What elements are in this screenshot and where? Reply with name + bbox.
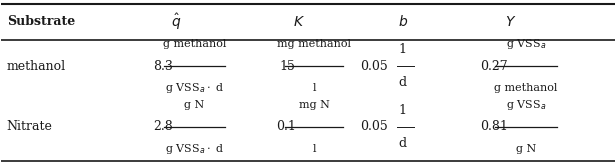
Text: 0.05: 0.05 bbox=[360, 60, 388, 73]
Text: g methanol: g methanol bbox=[163, 39, 226, 49]
Text: $\hat{q}$: $\hat{q}$ bbox=[171, 12, 181, 32]
Text: 15: 15 bbox=[280, 60, 296, 73]
Text: g N: g N bbox=[516, 144, 537, 154]
Text: 8.3: 8.3 bbox=[153, 60, 172, 73]
Text: 0.05: 0.05 bbox=[360, 120, 388, 133]
Text: 0.81: 0.81 bbox=[480, 120, 508, 133]
Text: 1: 1 bbox=[399, 43, 407, 56]
Text: methanol: methanol bbox=[7, 60, 66, 73]
Text: g VSS$_{a}\cdot$ d: g VSS$_{a}\cdot$ d bbox=[164, 81, 224, 95]
Text: 0.27: 0.27 bbox=[480, 60, 508, 73]
Text: l: l bbox=[312, 144, 316, 154]
Text: mg N: mg N bbox=[299, 100, 330, 110]
Text: d: d bbox=[399, 137, 407, 150]
Text: g N: g N bbox=[184, 100, 205, 110]
Text: g VSS$_{a}$: g VSS$_{a}$ bbox=[506, 98, 546, 112]
Text: 2.8: 2.8 bbox=[153, 120, 172, 133]
Text: mg methanol: mg methanol bbox=[277, 39, 351, 49]
Text: l: l bbox=[312, 83, 316, 93]
Text: $b$: $b$ bbox=[398, 15, 408, 30]
Text: Substrate: Substrate bbox=[7, 16, 75, 29]
Text: g methanol: g methanol bbox=[495, 83, 558, 93]
Text: $Y$: $Y$ bbox=[505, 15, 516, 29]
Text: g VSS$_{a}\cdot$ d: g VSS$_{a}\cdot$ d bbox=[164, 142, 224, 156]
Text: g VSS$_{a}$: g VSS$_{a}$ bbox=[506, 37, 546, 51]
Text: $K$: $K$ bbox=[293, 15, 305, 29]
Text: Nitrate: Nitrate bbox=[7, 120, 53, 133]
Text: d: d bbox=[399, 76, 407, 89]
Text: 0.1: 0.1 bbox=[276, 120, 296, 133]
Text: 1: 1 bbox=[399, 104, 407, 117]
